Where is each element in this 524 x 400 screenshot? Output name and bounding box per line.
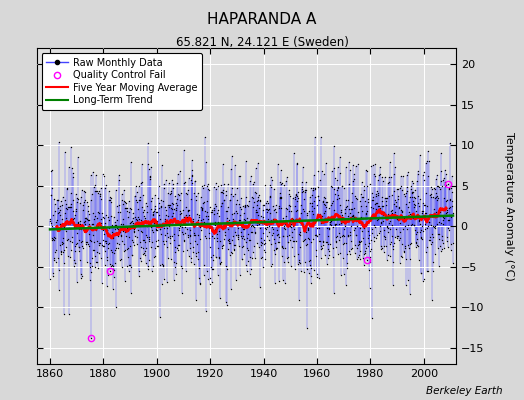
Y-axis label: Temperature Anomaly (°C): Temperature Anomaly (°C) <box>504 132 514 280</box>
Text: 65.821 N, 24.121 E (Sweden): 65.821 N, 24.121 E (Sweden) <box>176 36 348 49</box>
Text: Berkeley Earth: Berkeley Earth <box>427 386 503 396</box>
Legend: Raw Monthly Data, Quality Control Fail, Five Year Moving Average, Long-Term Tren: Raw Monthly Data, Quality Control Fail, … <box>41 53 202 110</box>
Text: HAPARANDA A: HAPARANDA A <box>208 12 316 27</box>
